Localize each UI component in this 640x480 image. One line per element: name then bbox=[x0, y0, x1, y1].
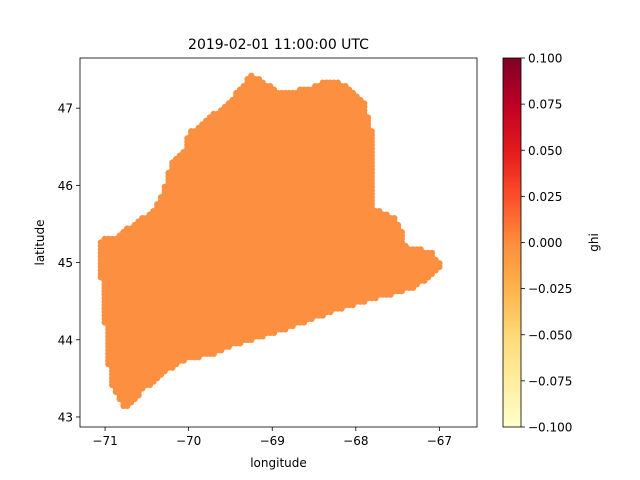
data-point bbox=[361, 100, 368, 107]
colorbar-tick-label: 0.075 bbox=[528, 98, 562, 112]
colorbar-tick-label: −0.025 bbox=[528, 282, 572, 296]
data-point bbox=[436, 260, 443, 267]
y-tick-label: 44 bbox=[58, 333, 73, 347]
colorbar-tick-label: 0.050 bbox=[528, 144, 562, 158]
colorbar-tick-label: −0.100 bbox=[528, 421, 572, 435]
x-axis-ticks: −71 −70 −69 −68 −67 bbox=[92, 427, 452, 448]
colorbar bbox=[502, 57, 522, 428]
y-tick-label: 47 bbox=[58, 102, 73, 116]
x-axis-label: longitude bbox=[250, 456, 307, 470]
x-tick-label: −71 bbox=[92, 434, 117, 448]
plot-area-frame bbox=[79, 57, 478, 428]
colorbar-tick-label: 0.025 bbox=[528, 190, 562, 204]
colorbar-ticks: 0.100 0.075 0.050 0.025 0.000 −0.025 −0.050 −0.… bbox=[521, 52, 572, 435]
colorbar-tick-label: 0.100 bbox=[528, 52, 562, 66]
x-tick-label: −69 bbox=[260, 434, 285, 448]
data-point bbox=[364, 114, 372, 121]
x-tick-label: −68 bbox=[343, 434, 368, 448]
data-point bbox=[398, 228, 405, 236]
y-tick-label: 43 bbox=[58, 410, 73, 424]
x-tick-label: −70 bbox=[176, 434, 201, 448]
y-tick-label: 45 bbox=[58, 256, 73, 270]
colorbar-label: ghi bbox=[587, 233, 601, 252]
colorbar-tick-label: −0.075 bbox=[528, 374, 572, 388]
scatter-points bbox=[97, 72, 443, 409]
chart-title: 2019-02-01 11:00:00 UTC bbox=[188, 37, 369, 53]
data-point bbox=[428, 249, 436, 257]
data-point bbox=[391, 215, 398, 222]
data-point bbox=[394, 221, 402, 229]
y-tick-label: 46 bbox=[58, 179, 73, 193]
data-point bbox=[368, 128, 375, 135]
colorbar-tick-label: −0.050 bbox=[528, 328, 572, 342]
y-axis-label: latitude bbox=[33, 219, 47, 265]
y-axis-ticks: 43 44 45 46 47 bbox=[58, 102, 80, 424]
x-tick-label: −67 bbox=[427, 434, 452, 448]
colorbar-tick-label: 0.000 bbox=[528, 236, 562, 250]
